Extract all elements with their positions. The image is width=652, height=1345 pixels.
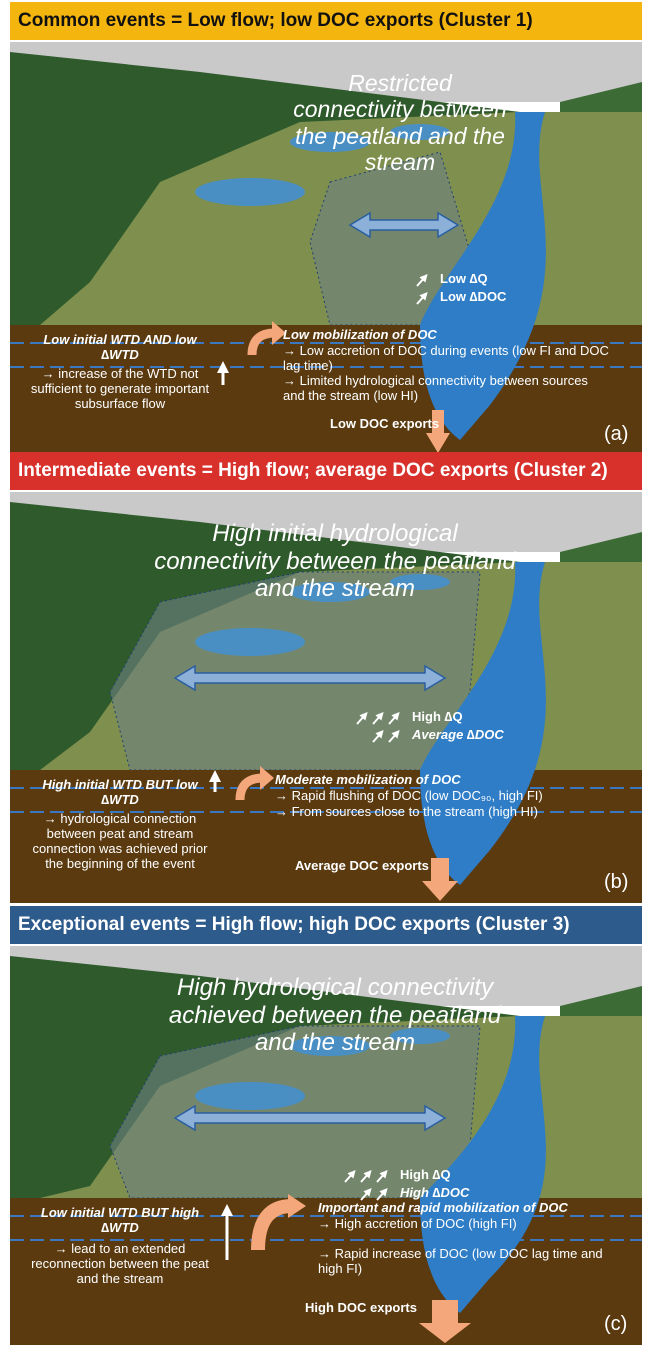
forest-far bbox=[560, 532, 642, 562]
peat bbox=[10, 325, 642, 455]
pond bbox=[390, 1028, 450, 1044]
exports-label: Low DOC exports bbox=[330, 416, 440, 431]
connectivity-text: Restricted connectivity between the peat… bbox=[293, 70, 507, 176]
wtd-title: High initial WTD BUT low ∆WTD bbox=[42, 777, 198, 807]
panel-label: (c) bbox=[604, 1313, 628, 1335]
flow-label: Low ∆DOC bbox=[440, 289, 507, 304]
connectivity-text: High initial hydrological connectivity b… bbox=[154, 520, 516, 603]
panel bbox=[10, 492, 642, 903]
flow-arrow bbox=[356, 712, 368, 725]
panel-label: (b) bbox=[604, 871, 629, 893]
wtd-title: Low initial WTD BUT high ∆WTD bbox=[40, 1205, 200, 1235]
flow-label: High ∆Q bbox=[412, 709, 463, 724]
flow-arrow bbox=[360, 1170, 372, 1183]
pond bbox=[390, 574, 450, 590]
panel-header: Intermediate events = High flow; average… bbox=[10, 452, 642, 490]
flow-arrow bbox=[372, 730, 384, 743]
forest bbox=[10, 52, 520, 325]
peat bbox=[10, 1198, 642, 1345]
stream bbox=[420, 1016, 546, 1313]
pond bbox=[290, 132, 370, 152]
pond bbox=[390, 124, 450, 140]
flow-label: High ∆Q bbox=[400, 1167, 451, 1182]
export-arrow bbox=[422, 858, 458, 901]
mobilization-bullet: → From sources close to the stream (high… bbox=[275, 804, 538, 819]
mobilization-title: Moderate mobilization of DOC bbox=[275, 772, 461, 787]
wtd-description: → hydrological connection between peat a… bbox=[32, 811, 208, 871]
pond bbox=[290, 582, 370, 602]
pond bbox=[195, 178, 305, 206]
exports-label: Average DOC exports bbox=[295, 858, 429, 873]
wtd-description: → lead to an extended reconnection betwe… bbox=[31, 1241, 209, 1286]
connectivity-zone bbox=[109, 571, 481, 771]
forest bbox=[10, 502, 520, 770]
mobilization-arrowhead bbox=[260, 766, 274, 790]
flow-label: Average ∆DOC bbox=[412, 727, 504, 742]
flow-arrow bbox=[376, 1170, 388, 1183]
flow-label: Low ∆Q bbox=[440, 271, 488, 286]
mobilization-arrow bbox=[247, 328, 276, 356]
mobilization-arrow bbox=[235, 773, 264, 801]
mobilization-bullet: → Rapid increase of DOC (low DOC lag tim… bbox=[318, 1246, 603, 1276]
connectivity-arrow bbox=[348, 211, 460, 239]
flow-arrow bbox=[360, 1188, 372, 1201]
export-arrow bbox=[419, 1300, 471, 1343]
connectivity-arrow bbox=[173, 1104, 447, 1132]
mobilization-bullet: → High accretion of DOC (high FI) bbox=[318, 1216, 517, 1231]
mobilization-bullet: → Limited hydrological connectivity betw… bbox=[283, 373, 588, 403]
forest bbox=[10, 956, 520, 1198]
flow-arrow bbox=[372, 712, 384, 725]
panel bbox=[10, 42, 642, 455]
panel-header: Exceptional events = High flow; high DOC… bbox=[10, 906, 642, 944]
forest-far bbox=[560, 986, 642, 1016]
connectivity-arrow bbox=[173, 664, 447, 692]
peat bbox=[10, 770, 642, 903]
wtd-title: Low initial WTD AND low ∆WTD bbox=[43, 332, 197, 362]
flow-arrow bbox=[416, 274, 428, 287]
mobilization-bullet: → Low accretion of DOC during events (lo… bbox=[283, 343, 609, 373]
export-arrow bbox=[426, 410, 450, 453]
mobilization-arrow bbox=[251, 1199, 293, 1251]
pond bbox=[195, 628, 305, 656]
connectivity-text: High hydrological connectivity achieved … bbox=[168, 974, 502, 1057]
pond bbox=[195, 1082, 305, 1110]
flow-arrow bbox=[376, 1188, 388, 1201]
connectivity-zone bbox=[309, 151, 471, 326]
flow-arrow bbox=[416, 292, 428, 305]
stream bbox=[420, 112, 546, 440]
mobilization-bullet: → Rapid flushing of DOC (low DOC₉₀, high… bbox=[275, 788, 543, 803]
flow-arrow bbox=[344, 1170, 356, 1183]
mobilization-arrowhead bbox=[272, 321, 286, 345]
panel bbox=[10, 946, 642, 1345]
mobilization-title: Low mobilization of DOC bbox=[283, 327, 437, 342]
panel-label: (a) bbox=[604, 423, 629, 445]
mobilization-arrowhead bbox=[288, 1194, 306, 1218]
flow-label: High ∆DOC bbox=[400, 1185, 470, 1200]
stream bbox=[420, 562, 546, 885]
flow-arrow bbox=[388, 712, 400, 725]
forest-far bbox=[560, 82, 642, 112]
flow-arrow bbox=[388, 730, 400, 743]
wtd-description: → increase of the WTD not sufficient to … bbox=[30, 366, 210, 411]
panel-header: Common events = Low flow; low DOC export… bbox=[10, 2, 642, 40]
exports-label: High DOC exports bbox=[305, 1300, 417, 1315]
mobilization-title: Important and rapid mobilization of DOC bbox=[318, 1200, 568, 1215]
pond bbox=[290, 1036, 370, 1056]
